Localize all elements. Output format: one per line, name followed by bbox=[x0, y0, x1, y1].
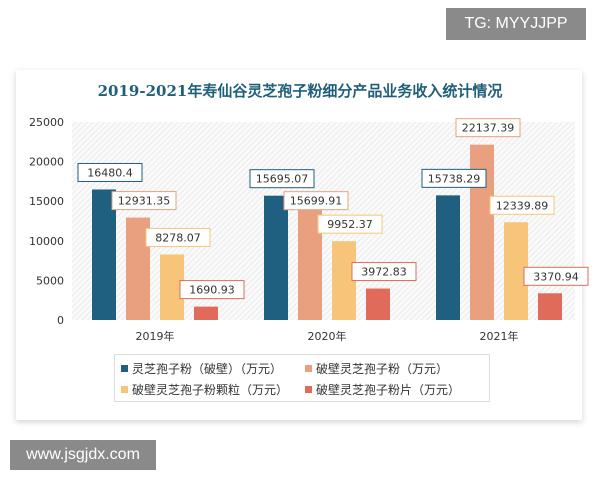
data-label-box bbox=[351, 262, 417, 282]
legend-item: 破壁灵芝孢子粉（万元） bbox=[305, 360, 448, 377]
data-label: 8278.07 bbox=[155, 231, 201, 244]
x-tick-label: 2019年 bbox=[136, 329, 175, 343]
y-tick-label: 5000 bbox=[36, 274, 64, 287]
data-label: 12339.89 bbox=[496, 199, 549, 212]
data-label-box bbox=[421, 168, 487, 188]
legend-item: 破壁灵芝孢子粉颗粒（万元） bbox=[121, 381, 288, 398]
data-label-box bbox=[489, 195, 555, 215]
legend-swatch bbox=[305, 386, 312, 393]
y-tick-label: 0 bbox=[57, 314, 64, 327]
data-label-box bbox=[111, 191, 177, 211]
legend-label: 灵芝孢子粉（破壁）（万元） bbox=[132, 362, 283, 376]
data-label: 15738.29 bbox=[428, 172, 481, 185]
chart-title: 2019-2021年寿仙谷灵芝孢子粉细分产品业务收入统计情况 bbox=[98, 82, 503, 100]
data-label: 3370.94 bbox=[533, 270, 579, 283]
y-tick-label: 15000 bbox=[29, 195, 64, 208]
legend-label: 破壁灵芝孢子粉片（万元） bbox=[316, 383, 461, 397]
bar bbox=[366, 288, 390, 320]
bar bbox=[92, 189, 116, 320]
data-label: 12931.35 bbox=[118, 195, 171, 208]
y-tick-label: 25000 bbox=[29, 116, 64, 129]
y-tick-label: 20000 bbox=[29, 156, 64, 169]
legend-item: 破壁灵芝孢子粉片（万元） bbox=[305, 381, 460, 398]
y-tick-label: 10000 bbox=[29, 235, 64, 248]
data-label-box bbox=[179, 280, 245, 300]
legend: 灵芝孢子粉（破壁）（万元） 破壁灵芝孢子粉（万元） 破壁灵芝孢子粉颗粒（万元） 破壁灵… bbox=[114, 354, 490, 402]
data-label-box bbox=[249, 169, 315, 189]
data-label-box bbox=[77, 162, 143, 182]
data-label: 3972.83 bbox=[361, 266, 407, 279]
data-label-box bbox=[283, 191, 349, 211]
data-label-box bbox=[455, 118, 521, 138]
data-label: 15699.91 bbox=[290, 195, 343, 208]
data-label: 22137.39 bbox=[462, 122, 515, 135]
bar bbox=[298, 195, 322, 320]
data-label-box bbox=[145, 227, 211, 247]
bar bbox=[538, 293, 562, 320]
bar bbox=[264, 195, 288, 320]
data-label: 16480.4 bbox=[87, 166, 133, 179]
data-label: 15695.07 bbox=[256, 173, 309, 186]
legend-label: 破壁灵芝孢子粉颗粒（万元） bbox=[132, 383, 289, 397]
data-label: 9952.37 bbox=[327, 218, 373, 231]
legend-item: 灵芝孢子粉（破壁）（万元） bbox=[121, 360, 282, 377]
data-label-box bbox=[317, 214, 383, 234]
data-label: 1690.93 bbox=[189, 284, 235, 297]
x-tick-label: 2020年 bbox=[308, 329, 347, 343]
watermark-top: TG: MYYJJPP bbox=[446, 8, 586, 40]
data-label-box bbox=[523, 266, 589, 286]
legend-label: 破壁灵芝孢子粉（万元） bbox=[316, 362, 449, 376]
watermark-bottom: www.jsgjdx.com bbox=[10, 440, 156, 470]
x-tick-label: 2021年 bbox=[480, 329, 519, 343]
bar bbox=[194, 306, 218, 320]
legend-swatch bbox=[121, 365, 128, 372]
legend-swatch bbox=[305, 365, 312, 372]
bar bbox=[436, 195, 460, 320]
legend-swatch bbox=[121, 386, 128, 393]
